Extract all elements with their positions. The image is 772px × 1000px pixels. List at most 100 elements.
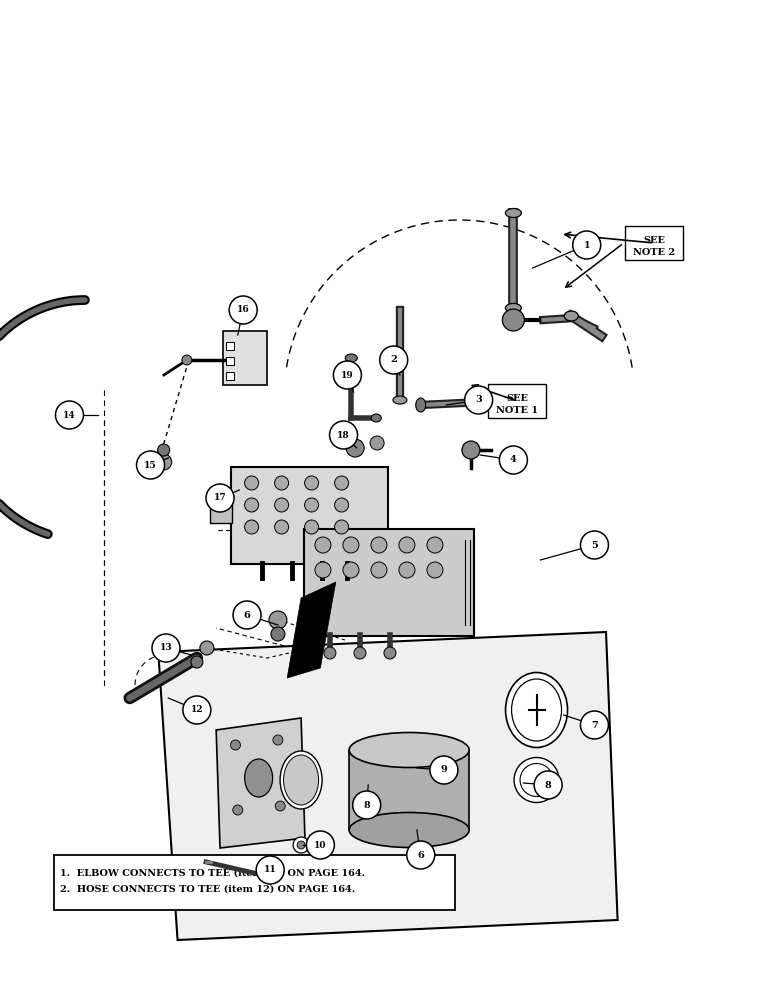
Circle shape <box>343 537 359 553</box>
Circle shape <box>346 439 364 457</box>
Circle shape <box>305 498 319 512</box>
FancyBboxPatch shape <box>54 855 455 910</box>
Ellipse shape <box>564 311 578 321</box>
Text: 1: 1 <box>584 240 590 249</box>
Circle shape <box>334 498 349 512</box>
Circle shape <box>245 520 259 534</box>
Circle shape <box>306 831 334 859</box>
Text: 1.  ELBOW CONNECTS TO TEE (item 14) ON PAGE 164.: 1. ELBOW CONNECTS TO TEE (item 14) ON PA… <box>60 869 365 878</box>
Ellipse shape <box>520 764 553 796</box>
Text: SEE: SEE <box>643 236 665 245</box>
FancyBboxPatch shape <box>488 384 546 418</box>
Text: 16: 16 <box>237 306 249 314</box>
Circle shape <box>269 611 287 629</box>
Text: 3: 3 <box>476 395 482 404</box>
Ellipse shape <box>506 304 521 312</box>
Circle shape <box>353 791 381 819</box>
Circle shape <box>503 309 524 331</box>
Circle shape <box>343 562 359 578</box>
Circle shape <box>371 562 387 578</box>
Circle shape <box>427 537 443 553</box>
FancyBboxPatch shape <box>210 498 232 523</box>
Text: 2: 2 <box>391 356 397 364</box>
Ellipse shape <box>345 354 357 362</box>
Circle shape <box>430 756 458 784</box>
Circle shape <box>315 537 331 553</box>
Text: 17: 17 <box>214 493 226 502</box>
Circle shape <box>245 476 259 490</box>
Circle shape <box>305 520 319 534</box>
Circle shape <box>371 537 387 553</box>
Circle shape <box>581 531 608 559</box>
Ellipse shape <box>283 755 319 805</box>
Circle shape <box>191 656 203 668</box>
Text: SEE: SEE <box>506 394 528 403</box>
Text: NOTES: NOTES <box>231 830 279 843</box>
FancyBboxPatch shape <box>231 467 388 564</box>
Text: 15: 15 <box>144 460 157 470</box>
Circle shape <box>462 441 480 459</box>
Circle shape <box>137 451 164 479</box>
Text: NOTE 2: NOTE 2 <box>633 248 676 257</box>
FancyBboxPatch shape <box>223 331 267 385</box>
Circle shape <box>297 841 305 849</box>
Circle shape <box>427 562 443 578</box>
Circle shape <box>465 386 493 414</box>
Circle shape <box>370 436 384 450</box>
FancyBboxPatch shape <box>349 750 469 830</box>
Ellipse shape <box>349 732 469 768</box>
Circle shape <box>275 498 289 512</box>
Circle shape <box>233 601 261 629</box>
Circle shape <box>275 476 289 490</box>
Circle shape <box>183 696 211 724</box>
Circle shape <box>275 520 289 534</box>
Circle shape <box>334 361 361 389</box>
Circle shape <box>334 476 349 490</box>
Circle shape <box>245 498 259 512</box>
Circle shape <box>330 421 357 449</box>
Text: 19: 19 <box>341 370 354 379</box>
FancyBboxPatch shape <box>226 357 234 365</box>
Circle shape <box>206 484 234 512</box>
Text: 11: 11 <box>264 865 276 874</box>
Circle shape <box>399 562 415 578</box>
Text: 14: 14 <box>63 410 76 420</box>
Circle shape <box>271 627 285 641</box>
Circle shape <box>305 476 319 490</box>
Text: 2.  HOSE CONNECTS TO TEE (item 12) ON PAGE 164.: 2. HOSE CONNECTS TO TEE (item 12) ON PAG… <box>60 885 355 894</box>
Text: 10: 10 <box>314 840 327 850</box>
Circle shape <box>573 231 601 259</box>
Text: 4: 4 <box>510 456 516 464</box>
Circle shape <box>56 401 83 429</box>
Text: 9: 9 <box>441 766 447 774</box>
Ellipse shape <box>512 679 561 741</box>
Text: 18: 18 <box>337 430 350 440</box>
Ellipse shape <box>506 209 521 218</box>
Circle shape <box>276 801 285 811</box>
Text: 6: 6 <box>244 610 250 619</box>
Text: 6: 6 <box>418 850 424 859</box>
Circle shape <box>182 355 192 365</box>
Circle shape <box>273 735 283 745</box>
Polygon shape <box>158 632 618 940</box>
Polygon shape <box>216 718 305 848</box>
Circle shape <box>534 771 562 799</box>
Polygon shape <box>287 582 336 678</box>
Circle shape <box>384 647 396 659</box>
FancyBboxPatch shape <box>226 342 234 350</box>
FancyBboxPatch shape <box>226 372 234 380</box>
Circle shape <box>293 837 309 853</box>
Circle shape <box>229 296 257 324</box>
Text: 12: 12 <box>191 706 203 714</box>
Text: 13: 13 <box>160 644 172 652</box>
Circle shape <box>315 562 331 578</box>
Circle shape <box>152 634 180 662</box>
Ellipse shape <box>349 812 469 848</box>
FancyBboxPatch shape <box>625 226 683 260</box>
Ellipse shape <box>280 751 322 809</box>
Ellipse shape <box>506 672 567 748</box>
Text: NOTE 1: NOTE 1 <box>496 406 538 415</box>
Circle shape <box>380 346 408 374</box>
Ellipse shape <box>245 759 273 797</box>
FancyBboxPatch shape <box>304 529 474 636</box>
